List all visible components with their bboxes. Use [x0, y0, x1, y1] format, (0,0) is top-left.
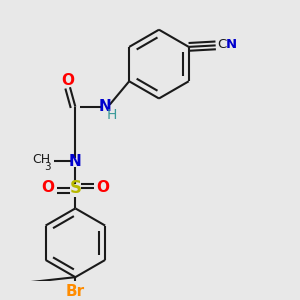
Text: N: N: [226, 38, 237, 51]
Text: CH: CH: [32, 153, 50, 167]
Text: N: N: [69, 154, 82, 169]
Text: O: O: [61, 73, 74, 88]
Text: N: N: [99, 99, 112, 114]
Text: O: O: [41, 180, 54, 195]
Text: S: S: [69, 179, 81, 197]
Text: 3: 3: [44, 161, 50, 172]
Text: O: O: [97, 180, 110, 195]
Text: C: C: [218, 38, 227, 51]
Text: H: H: [107, 108, 117, 122]
Text: Br: Br: [66, 284, 85, 299]
